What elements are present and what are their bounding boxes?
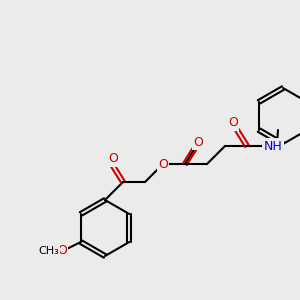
Text: CH₃: CH₃	[38, 246, 59, 256]
Text: O: O	[108, 152, 118, 166]
Text: NH: NH	[264, 140, 282, 152]
Text: O: O	[57, 244, 67, 256]
Text: O: O	[228, 116, 238, 130]
Text: O: O	[158, 158, 168, 170]
Text: O: O	[193, 136, 203, 148]
